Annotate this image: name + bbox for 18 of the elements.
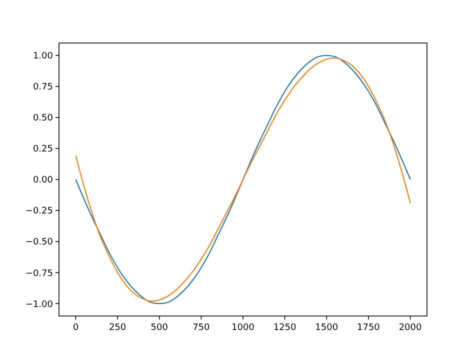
x-tick-label: 1000: [232, 323, 255, 333]
x-tick-label: 250: [108, 323, 126, 333]
y-tick-label: 0.50: [32, 114, 54, 124]
x-tick-label: 1750: [357, 323, 380, 333]
y-tick-label: 1.00: [32, 52, 54, 62]
y-tick-label: 0.00: [32, 176, 54, 186]
x-tick-label: 750: [192, 323, 210, 333]
y-tick-label: −0.25: [25, 206, 53, 217]
x-tick-label: 0: [72, 323, 79, 333]
x-tick-label: 2000: [398, 323, 422, 333]
x-tick-label: 1250: [273, 323, 297, 333]
y-tick-label: 0.25: [32, 144, 53, 155]
y-tick-label: −0.75: [25, 268, 53, 279]
x-tick-label: 1500: [315, 323, 338, 333]
y-tick-label: −1.00: [25, 300, 54, 310]
y-tick-label: −0.50: [25, 238, 54, 248]
x-tick-label: 500: [150, 323, 168, 333]
y-tick-label: 0.75: [32, 82, 53, 93]
